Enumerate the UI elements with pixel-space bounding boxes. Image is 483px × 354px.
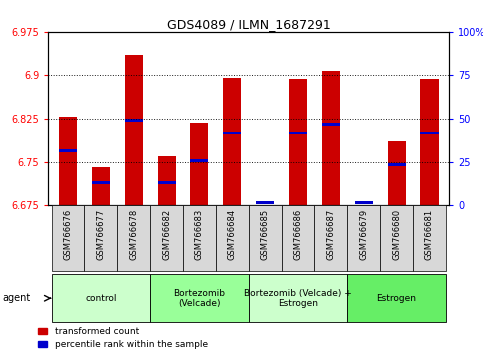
Text: GSM766684: GSM766684 — [228, 209, 237, 260]
Bar — [380, 205, 413, 271]
Bar — [85, 205, 117, 271]
Text: GSM766683: GSM766683 — [195, 209, 204, 260]
Bar — [289, 132, 307, 135]
Text: GSM766679: GSM766679 — [359, 209, 368, 260]
Bar — [157, 181, 176, 184]
Text: agent: agent — [2, 293, 30, 303]
Bar — [117, 205, 150, 271]
Title: GDS4089 / ILMN_1687291: GDS4089 / ILMN_1687291 — [167, 18, 331, 31]
Bar — [256, 201, 274, 204]
Bar — [256, 205, 274, 209]
Text: Estrogen: Estrogen — [377, 294, 417, 303]
Bar — [322, 123, 340, 126]
Text: Bortezomib
(Velcade): Bortezomib (Velcade) — [173, 289, 226, 308]
Text: GSM766677: GSM766677 — [97, 209, 105, 260]
Bar — [52, 205, 85, 271]
Text: GSM766685: GSM766685 — [261, 209, 270, 260]
Bar — [216, 205, 249, 271]
Bar — [355, 205, 373, 209]
Text: GSM766678: GSM766678 — [129, 209, 138, 260]
Bar — [387, 141, 406, 205]
Bar — [125, 119, 143, 122]
Bar — [190, 122, 209, 205]
Bar — [314, 205, 347, 271]
Bar — [347, 274, 446, 322]
Bar — [59, 117, 77, 205]
Bar — [150, 274, 249, 322]
Bar — [157, 156, 176, 205]
Bar — [59, 149, 77, 152]
Text: Bortezomib (Velcade) +
Estrogen: Bortezomib (Velcade) + Estrogen — [244, 289, 352, 308]
Bar — [150, 205, 183, 271]
Bar — [347, 205, 380, 271]
Bar — [183, 205, 216, 271]
Bar — [387, 164, 406, 166]
Bar — [190, 159, 209, 162]
Bar — [223, 78, 242, 205]
Bar — [282, 205, 314, 271]
Bar — [413, 205, 446, 271]
Bar — [420, 132, 439, 135]
Text: control: control — [85, 294, 116, 303]
Bar — [420, 79, 439, 205]
Bar — [52, 274, 150, 322]
Text: GSM766682: GSM766682 — [162, 209, 171, 260]
Text: GSM766681: GSM766681 — [425, 209, 434, 260]
Bar — [92, 181, 110, 184]
Bar — [223, 132, 242, 135]
Bar — [289, 79, 307, 205]
Text: GSM766676: GSM766676 — [64, 209, 72, 260]
Bar — [249, 205, 282, 271]
Text: GSM766687: GSM766687 — [327, 209, 335, 260]
Bar — [355, 201, 373, 204]
Bar — [125, 55, 143, 205]
Bar — [322, 70, 340, 205]
Text: GSM766686: GSM766686 — [294, 209, 302, 260]
Legend: transformed count, percentile rank within the sample: transformed count, percentile rank withi… — [38, 327, 208, 349]
Bar — [92, 167, 110, 205]
Bar — [249, 274, 347, 322]
Text: GSM766680: GSM766680 — [392, 209, 401, 260]
